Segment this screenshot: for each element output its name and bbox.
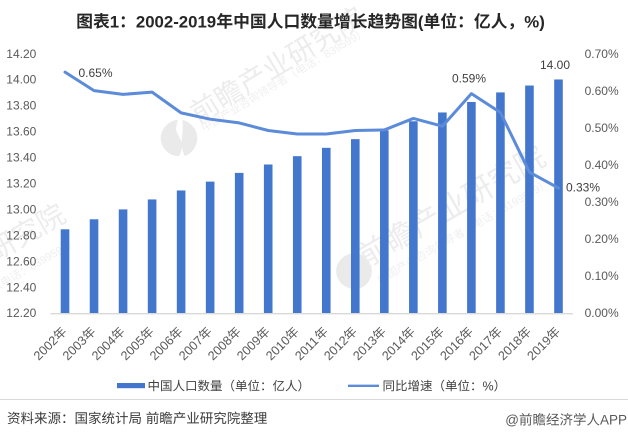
svg-text:0.60%: 0.60%	[585, 84, 619, 98]
svg-text:0.70%: 0.70%	[585, 47, 619, 61]
svg-text:(: (	[418, 12, 424, 31]
svg-text:12.60: 12.60	[6, 254, 36, 268]
svg-text:13.00: 13.00	[6, 202, 36, 216]
svg-text:%): %)	[524, 12, 545, 31]
svg-text:0.50%: 0.50%	[585, 121, 619, 135]
svg-text:0.00%: 0.00%	[585, 306, 619, 320]
svg-text:0.59%: 0.59%	[452, 72, 486, 86]
svg-text:13.40: 13.40	[6, 151, 36, 165]
svg-text:APP: APP	[600, 413, 627, 428]
svg-text:13.60: 13.60	[6, 125, 36, 139]
svg-text:14.00: 14.00	[6, 73, 36, 87]
svg-text:12.40: 12.40	[6, 280, 36, 294]
svg-text:0.33%: 0.33%	[566, 181, 600, 195]
svg-text:0.30%: 0.30%	[585, 195, 619, 209]
svg-text:2002-2019: 2002-2019	[136, 12, 216, 31]
svg-text:13.20: 13.20	[6, 177, 36, 191]
svg-text:12.20: 12.20	[6, 306, 36, 320]
svg-text:0.65%: 0.65%	[79, 66, 113, 80]
svg-text:0.40%: 0.40%	[585, 158, 619, 172]
svg-text:12.80: 12.80	[6, 228, 36, 242]
svg-text:0.10%: 0.10%	[585, 269, 619, 283]
svg-text:14.20: 14.20	[6, 47, 36, 61]
svg-text:13.80: 13.80	[6, 99, 36, 113]
svg-text:%: %	[483, 379, 494, 393]
svg-text:14.00: 14.00	[540, 58, 570, 72]
svg-text:1: 1	[110, 12, 119, 31]
svg-text:@: @	[505, 413, 519, 428]
svg-text:0.20%: 0.20%	[585, 232, 619, 246]
